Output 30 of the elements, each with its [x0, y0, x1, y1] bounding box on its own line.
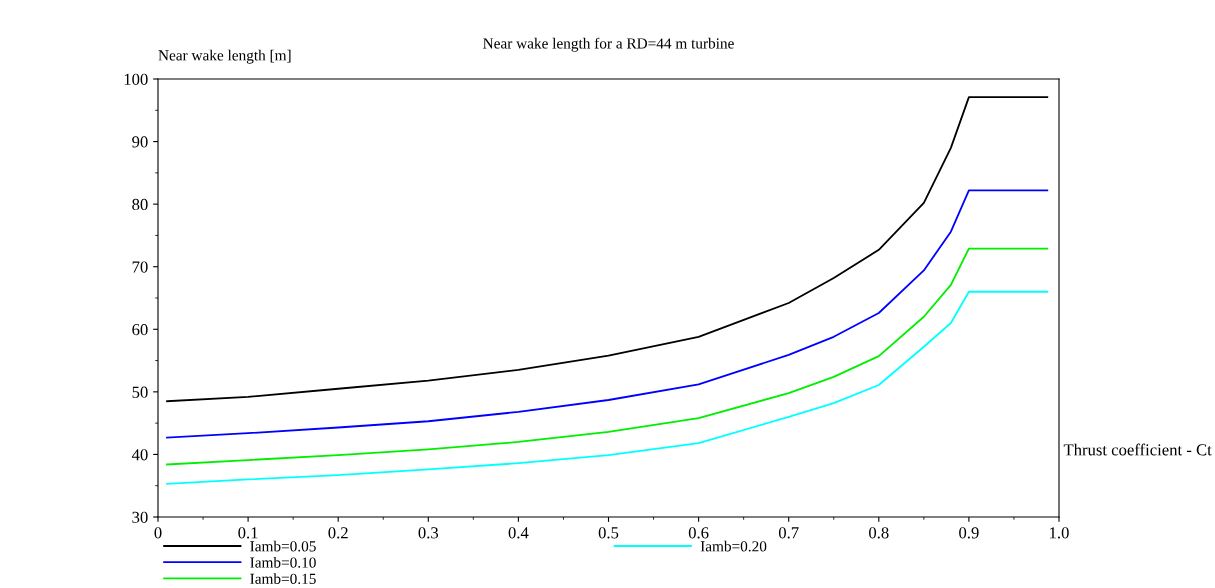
- x-tick-label: 0.4: [508, 527, 529, 539]
- x-tick-label: 0.6: [688, 527, 709, 539]
- y-tick-label: 70: [132, 261, 148, 273]
- y-tick-label: 50: [132, 386, 148, 398]
- legend-label: Iamb=0.10: [250, 556, 316, 568]
- line-series: [166, 189, 1049, 439]
- x-tick-label: 1.0: [1050, 527, 1069, 539]
- x-tick-label: 0.5: [598, 527, 619, 539]
- legend-label: Iamb=0.20: [700, 540, 767, 552]
- x-tick-label: 0.7: [778, 527, 799, 539]
- y-axis-title: Near wake length [m]: [158, 49, 291, 64]
- x-tick-label: 0.3: [418, 527, 439, 539]
- x-tick-label: 0.2: [328, 527, 348, 539]
- x-tick-label: 0.8: [869, 527, 889, 539]
- chart-title: Near wake length for a RD=44 m turbine: [483, 37, 734, 52]
- y-tick-label: 60: [132, 323, 148, 336]
- line-series: [166, 290, 1049, 485]
- y-tick-label: 40: [131, 449, 148, 461]
- legend-label: Iamb=0.05: [250, 540, 316, 552]
- x-axis-title: Thrust coefficient - Ct: [1063, 443, 1212, 456]
- x-tick-label: 0: [154, 527, 162, 539]
- y-tick-label: 80: [132, 198, 148, 211]
- legend-label: Iamb=0.15: [250, 573, 316, 585]
- x-tick-label: 0.1: [238, 527, 258, 539]
- line-series: [166, 96, 1049, 403]
- x-tick-label: 0.9: [959, 527, 979, 539]
- y-tick-label: 100: [124, 73, 148, 85]
- y-tick-label: 90: [132, 136, 148, 148]
- line-series: [166, 247, 1049, 466]
- y-tick-label: 30: [132, 511, 148, 523]
